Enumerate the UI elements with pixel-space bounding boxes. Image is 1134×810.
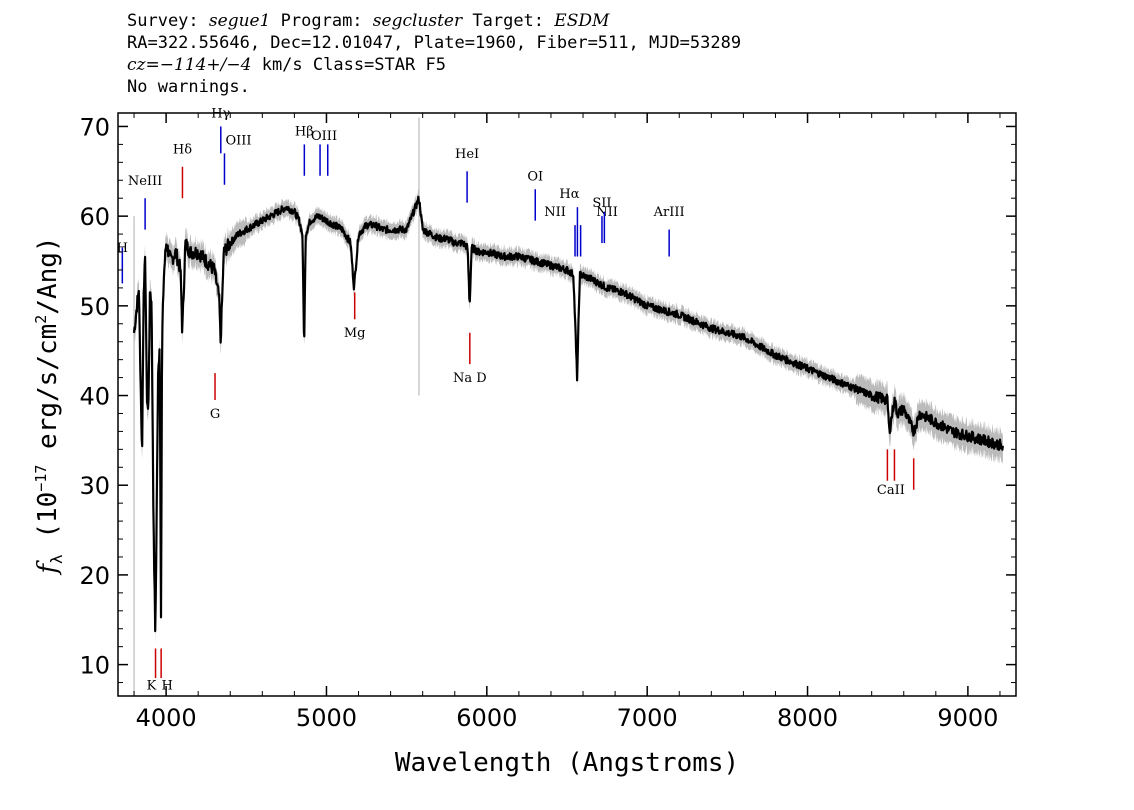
target-value: ESDM xyxy=(554,11,610,31)
absorption-line-label: K xyxy=(147,679,157,694)
error-band-layer xyxy=(133,117,1003,696)
survey-value: segue1 xyxy=(208,11,271,31)
emission-line-label: NII xyxy=(544,205,566,220)
header-line-coords: RA=322.55646, Dec=12.01047, Plate=1960, … xyxy=(127,33,742,53)
y-tick-label: 50 xyxy=(79,293,110,321)
x-tick-label: 9000 xyxy=(937,704,998,732)
emission-line-label: Hα xyxy=(559,187,579,202)
spectrum-header: Survey: segue1 Program: segcluster Targe… xyxy=(127,10,741,98)
cz-label: cz= xyxy=(127,55,160,75)
svg-text:fλ (10−17 erg/s/cm2/Ang): fλ (10−17 erg/s/cm2/Ang) xyxy=(32,236,66,575)
plot-frame xyxy=(117,112,1017,697)
absorption-line-label: CaII xyxy=(877,483,905,498)
cz-value: −114+/−4 xyxy=(159,55,252,75)
emission-line-label: OI xyxy=(527,169,543,184)
emission-line-label: ArIII xyxy=(653,205,685,220)
x-axis-title: Wavelength (Angstroms) xyxy=(395,748,739,778)
y-tick-label: 10 xyxy=(79,652,110,680)
target-label: Target: xyxy=(472,11,545,31)
header-line-warnings: No warnings. xyxy=(127,77,250,97)
emission-line-label: Hδ xyxy=(173,142,192,157)
absorption-line-label: Na D xyxy=(453,371,487,386)
x-tick-label: 4000 xyxy=(136,704,197,732)
error-band xyxy=(134,188,1003,644)
x-tick-label: 8000 xyxy=(777,704,838,732)
program-label: Program: xyxy=(280,11,363,31)
x-tick-label: 6000 xyxy=(456,704,517,732)
spectral-lines-layer: HNeIIIHδHγOIIIHβOIIIHeIOINIIHαNIISIIArII… xyxy=(117,106,915,694)
program-value: segcluster xyxy=(372,11,463,31)
emission-line-label: H xyxy=(117,241,128,256)
survey-label: Survey: xyxy=(127,11,199,31)
y-axis-title: fλ (10−17 erg/s/cm2/Ang) xyxy=(32,236,66,575)
header-line-cz: cz=−114+/−4 km/s Class=STAR F5 xyxy=(127,54,741,76)
absorption-line-label: G xyxy=(210,407,220,422)
class-text: km/s Class=STAR F5 xyxy=(251,55,446,75)
emission-line-label: Hβ xyxy=(295,124,314,139)
emission-line-label: OIII xyxy=(225,133,251,148)
emission-line-label: OIII xyxy=(311,129,337,144)
axes-layer: 4000 5000 6000 7000 8000 9000 10 20 30 40 50 60 70 xyxy=(79,113,1016,732)
y-tick-label: 60 xyxy=(79,203,110,231)
flux-line xyxy=(132,195,1004,633)
y-tick-label: 20 xyxy=(79,562,110,590)
emission-line-label: HeI xyxy=(455,147,479,162)
y-tick-label: 70 xyxy=(79,113,110,141)
header-line-survey: Survey: segue1 Program: segcluster Targe… xyxy=(127,10,741,32)
emission-line-label: SII xyxy=(592,196,611,211)
x-tick-label: 7000 xyxy=(617,704,678,732)
emission-line-label: Hγ xyxy=(211,106,230,121)
emission-line-label: NeIII xyxy=(128,174,162,189)
absorption-line-label: H xyxy=(161,679,172,694)
absorption-line-label: Mg xyxy=(344,326,366,341)
y-tick-label: 30 xyxy=(79,472,110,500)
flux-layer xyxy=(132,195,1004,633)
y-tick-label: 40 xyxy=(79,383,110,411)
x-tick-label: 5000 xyxy=(296,704,357,732)
